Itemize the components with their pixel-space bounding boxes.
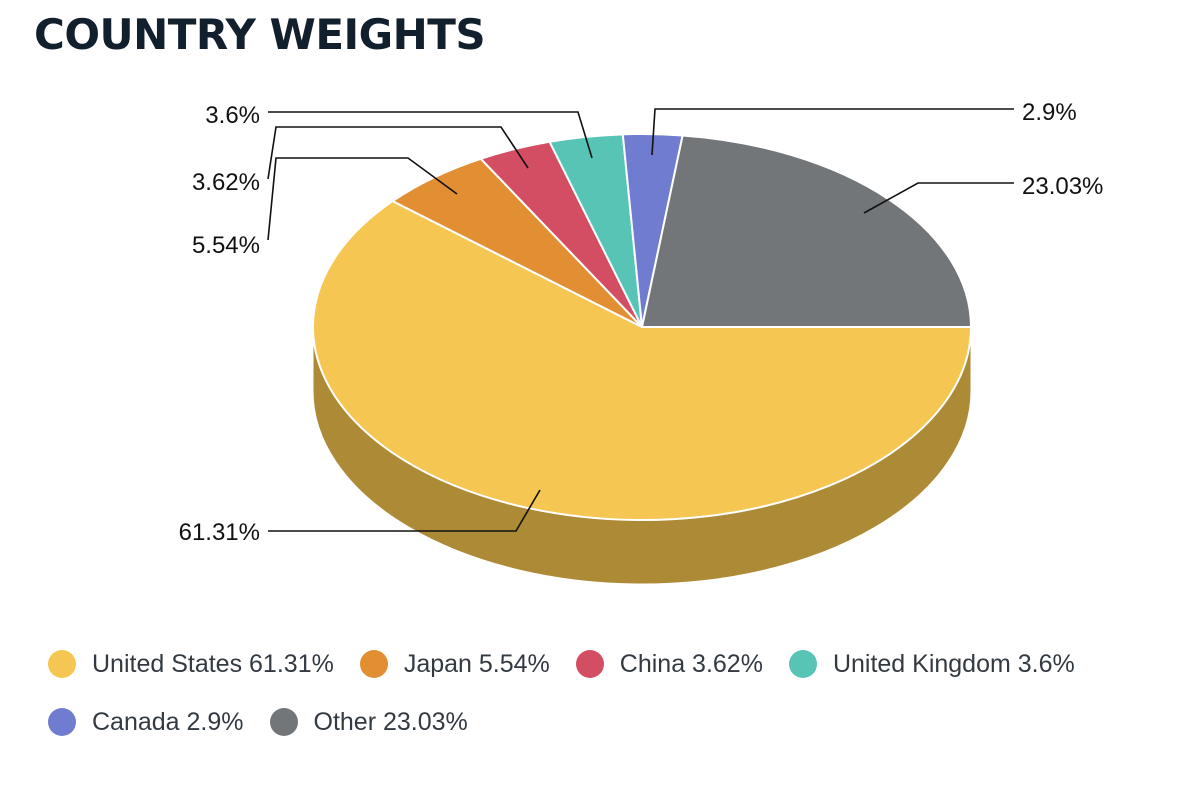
pie-slice-other[interactable] [641,134,972,328]
legend-swatch-icon [48,708,76,736]
leader-line-other [863,182,1014,214]
legend-label: United Kingdom 3.6% [832,649,1075,678]
pie-chart: 61.31% 5.54% 3.62% 3.6% 2.9% 23.03% [179,99,1104,585]
leader-line-canada [651,108,1014,156]
legend-item-japan[interactable]: Japan 5.54% [359,648,550,680]
leader-line-united-states [268,489,541,532]
legend-item-united-kingdom[interactable]: United Kingdom 3.6% [788,648,1075,680]
legend-label: Other 23.03% [313,707,468,736]
legend-swatch-icon [359,650,388,678]
data-label-united-kingdom: 3.6% [205,102,260,129]
data-labels: 61.31% 5.54% 3.62% 3.6% 2.9% 23.03% [179,99,1104,546]
leader-line-united-kingdom [268,111,593,159]
legend-swatch-icon [269,708,298,736]
pie-slices [312,133,972,521]
legend-label: China 3.62% [619,649,763,678]
legend-swatch-icon [575,650,604,678]
chart-title: COUNTRY WEIGHTS [34,10,486,59]
data-label-canada: 2.9% [1022,99,1077,126]
data-label-united-states: 61.31% [179,519,260,546]
leader-line-china [267,126,529,180]
legend-item-united-states[interactable]: United States 61.31% [48,648,334,680]
legend-item-china[interactable]: China 3.62% [575,648,763,680]
data-label-other: 23.03% [1022,173,1103,200]
legend-swatch-icon [48,650,76,678]
pie-slice-united-states[interactable] [312,200,972,521]
legend-item-other[interactable]: Other 23.03% [269,706,468,738]
legend-item-canada[interactable]: Canada 2.9% [48,706,244,738]
legend-label: Japan 5.54% [403,649,550,678]
legend-label: Canada 2.9% [92,707,244,736]
label-leaders [267,108,1014,532]
legend-swatch-icon [788,650,817,678]
leader-line-japan [267,157,458,241]
data-label-china: 3.62% [192,169,260,196]
data-label-japan: 5.54% [192,232,260,259]
legend-label: United States 61.31% [92,649,334,678]
legend: United States 61.31% Japan 5.54% China 3.6… [48,648,1168,738]
